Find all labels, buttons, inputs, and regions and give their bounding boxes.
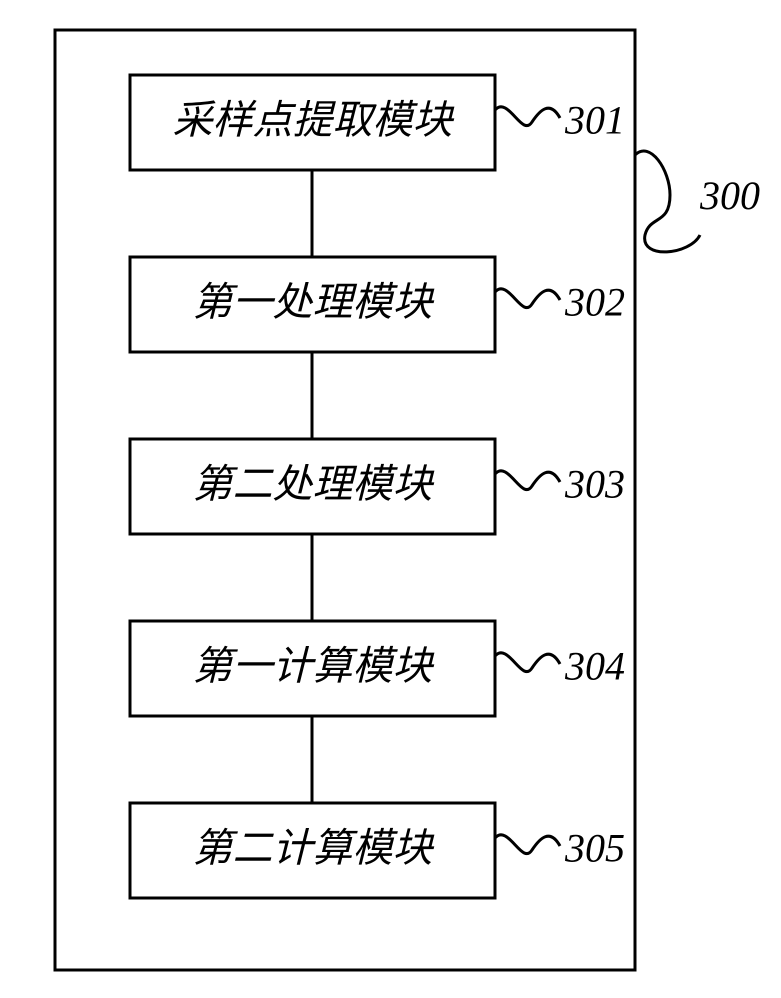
module-label: 第二计算模块 (193, 826, 435, 871)
label-connector-squiggle (495, 835, 560, 854)
module-number: 305 (564, 826, 625, 871)
module-number: 302 (564, 280, 625, 325)
module-number: 301 (564, 98, 625, 143)
flowchart-diagram: 300 采样点提取模块 301 第一处理模块 302 第二处理模块 303 第一计算模块 30… (0, 0, 781, 998)
outer-container-number: 300 (699, 173, 760, 218)
module-label: 第二处理模块 (193, 462, 435, 507)
outer-label-connector-squiggle (635, 151, 700, 252)
module-label: 采样点提取模块 (173, 98, 455, 143)
module-number: 304 (564, 644, 625, 689)
label-connector-squiggle (495, 289, 560, 308)
label-connector-squiggle (495, 653, 560, 672)
label-connector-squiggle (495, 107, 560, 126)
module-label: 第一处理模块 (193, 280, 435, 325)
module-label: 第一计算模块 (193, 644, 435, 689)
label-connector-squiggle (495, 471, 560, 490)
module-number: 303 (564, 462, 625, 507)
